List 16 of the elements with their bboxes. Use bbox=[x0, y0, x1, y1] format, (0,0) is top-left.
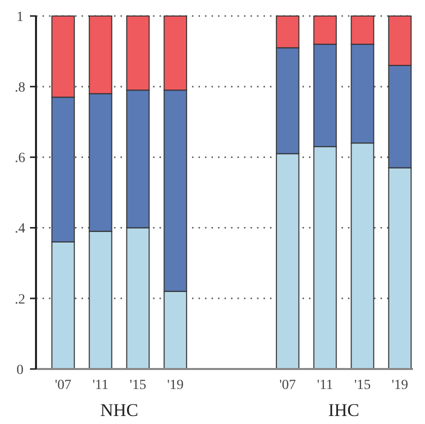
text: IHC bbox=[328, 400, 360, 420]
x-tick-label: '07 bbox=[279, 378, 296, 393]
x-tick-label: '11 bbox=[317, 378, 334, 393]
y-tick-label: .8 bbox=[14, 80, 26, 96]
x-tick-label: '19 bbox=[167, 378, 184, 393]
x-tick-label: '15 bbox=[354, 378, 371, 393]
x-tick-label: '19 bbox=[392, 378, 408, 393]
y-tick-label: .6 bbox=[14, 151, 26, 166]
y-tick-label: .4 bbox=[14, 222, 26, 237]
y-tick-label: 0 bbox=[16, 362, 24, 378]
x-tick-label: '07 bbox=[54, 378, 72, 393]
text: NHC bbox=[100, 400, 138, 420]
x-tick-label: '11 bbox=[92, 378, 109, 393]
y-tick-label: 1 bbox=[16, 10, 24, 25]
y-tick-label: .2 bbox=[14, 292, 26, 308]
x-tick-label: '15 bbox=[130, 378, 146, 393]
